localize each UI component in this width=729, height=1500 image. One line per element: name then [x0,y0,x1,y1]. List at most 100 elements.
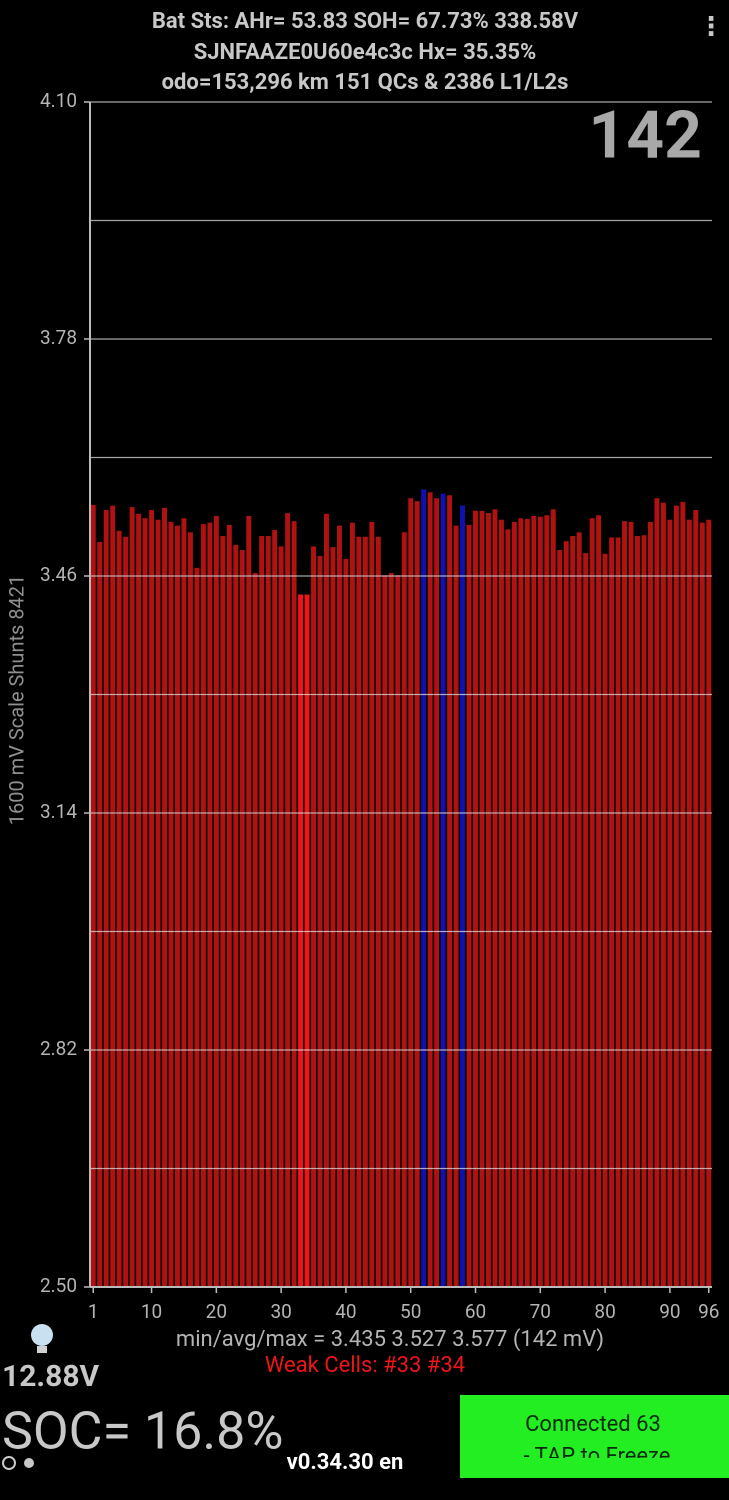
bar [187,532,193,1287]
status-text: - TAP to Freeze [524,1444,671,1469]
bar [570,536,576,1287]
bar [259,536,265,1287]
bar [602,553,608,1287]
bar [181,518,187,1287]
bar [479,510,485,1287]
bar [226,524,232,1287]
x-tick-label: 96 [698,1300,719,1323]
bar [330,547,336,1287]
bar [349,522,355,1287]
y-tick-label: 4.10 [40,89,77,112]
bar [667,519,673,1287]
bar [576,532,582,1287]
version: v0.34.30 en [287,1450,404,1475]
x-tick-label: 90 [659,1300,680,1323]
bar [615,537,621,1287]
bar [524,518,530,1287]
bar [453,525,459,1287]
bar [401,532,407,1287]
bar [427,492,433,1287]
menu-button[interactable]: ⋮ [698,12,724,42]
bar [440,493,446,1287]
bar [589,518,595,1287]
bar [537,516,543,1287]
bar [200,524,206,1287]
bar [324,513,329,1287]
bar [421,489,427,1287]
bar [298,594,304,1287]
x-tick-label: 60 [465,1300,486,1323]
bar [622,521,627,1287]
bar [149,510,155,1288]
y-tick-label: 3.14 [40,800,77,823]
bar [278,546,284,1287]
x-tick-label: 1 [88,1300,99,1323]
bar [103,510,109,1288]
bar [252,573,258,1287]
bar [706,519,712,1287]
bar [155,519,161,1287]
stats: min/avg/max = 3.435 3.527 3.577 (142 mV) [176,1327,604,1352]
status-icon [2,1456,16,1470]
bar [343,558,349,1287]
bar [486,513,491,1287]
header-line: SJNFAAZE0U60e4c3c Hx= 35.35% [194,40,537,65]
bar [162,507,167,1287]
bar [557,550,563,1287]
bar [246,516,252,1287]
bar [647,521,653,1287]
bar [609,537,615,1287]
x-tick-label: 80 [594,1300,615,1323]
bar [505,529,511,1287]
bar [654,498,660,1287]
bar [311,546,316,1287]
x-tick-label: 20 [206,1300,227,1323]
bar [511,521,517,1287]
bar [693,510,699,1288]
bar [434,498,440,1287]
bar [356,536,362,1287]
x-tick-label: 30 [270,1300,291,1323]
status-dot [24,1458,34,1468]
bar [116,530,122,1287]
bar [369,521,375,1287]
bar [641,535,647,1287]
connect-button[interactable] [460,1395,729,1478]
bar [635,536,640,1287]
bar [375,536,381,1287]
x-tick-label: 10 [141,1300,162,1323]
bar [699,522,705,1287]
bar [498,519,504,1287]
y-tick-label: 2.50 [40,1274,77,1297]
bar [129,507,135,1287]
bar [285,513,291,1287]
header-line: Bat Sts: AHr= 53.83 SOH= 67.73% 338.58V [152,9,579,34]
bar [460,505,466,1287]
bar [239,550,245,1287]
bar [408,498,414,1287]
bar [175,525,180,1287]
bar [207,522,213,1287]
bar [304,594,310,1287]
bar [317,556,323,1287]
bar [291,521,297,1287]
bar [531,516,537,1287]
bar [596,515,602,1287]
bulb-icon[interactable] [31,1324,53,1346]
bar [220,536,226,1287]
x-tick-label: 50 [400,1300,421,1323]
y-tick-label: 3.46 [40,563,77,586]
bar [447,495,453,1288]
bar [660,502,666,1288]
bar [492,509,498,1287]
bar [686,519,692,1287]
header-line: odo=153,296 km 151 QCs & 2386 L1/L2s [162,70,569,95]
aux-voltage: 12.88V [2,1359,100,1394]
bar [518,518,524,1287]
bar [673,505,679,1287]
weak-cells: Weak Cells: #33 #34 [265,1353,465,1378]
bar [388,573,394,1287]
x-tick-label: 40 [335,1300,356,1323]
